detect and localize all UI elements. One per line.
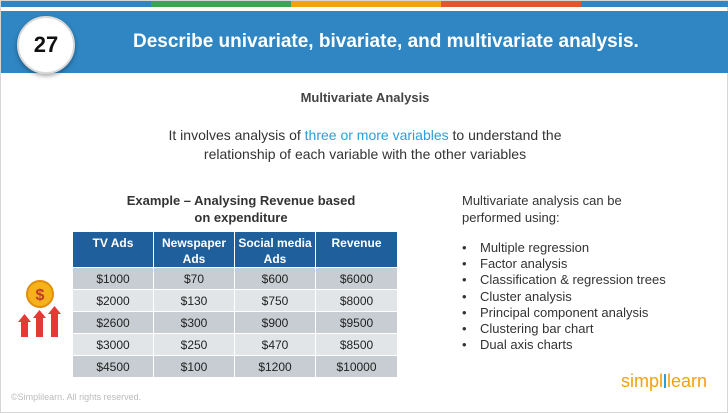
question-number-badge: 27: [17, 16, 75, 74]
slide-title: Describe univariate, bivariate, and mult…: [133, 31, 639, 52]
table-cell: $2000: [73, 289, 154, 311]
table-cell: $1000: [73, 267, 154, 289]
table-cell: $6000: [316, 267, 397, 289]
table-cell: $130: [154, 289, 235, 311]
table-cell: $900: [235, 311, 316, 333]
list-item: Classification & regression trees: [462, 272, 666, 288]
list-item: Factor analysis: [462, 256, 666, 272]
table-cell: $470: [235, 333, 316, 355]
intro-before: It involves analysis of: [168, 127, 305, 143]
intro-line-1: It involves analysis of three or more va…: [1, 126, 728, 145]
methods-intro-line-1: Multivariate analysis can be: [462, 193, 622, 208]
question-number: 27: [33, 32, 59, 57]
column-header: Newspaper Ads: [154, 232, 235, 267]
simplilearn-logo: simpl learn: [621, 371, 707, 392]
money-growth-icon: $: [18, 280, 61, 337]
section-title: Multivariate Analysis: [300, 90, 430, 105]
table-cell: $100: [154, 355, 235, 377]
column-header-line: Social media: [238, 236, 312, 250]
methods-intro-line-2: performed using:: [462, 210, 560, 225]
column-header: TV Ads: [73, 232, 154, 267]
column-header-line: Ads: [263, 252, 287, 266]
revenue-table: TV Ads Newspaper Ads Social media Ads Reve…: [73, 232, 397, 377]
column-header: Revenue: [316, 232, 397, 267]
top-color-strip: [1, 1, 728, 7]
methods-list: Multiple regression Factor analysis Clas…: [462, 240, 666, 353]
table-header-row: TV Ads Newspaper Ads Social media Ads Reve…: [73, 232, 397, 267]
table-cell: $1200: [235, 355, 316, 377]
table-row: $2600 $300 $900 $9500: [73, 311, 397, 333]
header-bar: [1, 11, 728, 73]
logo-right: learn: [667, 371, 708, 391]
logo-left: simpl: [621, 371, 664, 391]
table-cell: $3000: [73, 333, 154, 355]
intro-text: It involves analysis of three or more va…: [1, 126, 728, 164]
svg-text:$: $: [36, 287, 45, 304]
list-item: Principal component analysis: [462, 305, 666, 321]
column-header: Social media Ads: [235, 232, 316, 267]
column-header-line: TV Ads: [92, 236, 134, 250]
table-cell: $250: [154, 333, 235, 355]
table-cell: $8500: [316, 333, 397, 355]
intro-after: to understand the: [448, 127, 562, 143]
table-cell: $4500: [73, 355, 154, 377]
table-row: $1000 $70 $600 $6000: [73, 267, 397, 289]
list-item: Clustering bar chart: [462, 321, 666, 337]
table-row: $4500 $100 $1200 $10000: [73, 355, 397, 377]
list-item: Cluster analysis: [462, 289, 666, 305]
example-title-line-2: on expenditure: [194, 210, 288, 225]
column-header-line: Revenue: [331, 236, 382, 250]
table-cell: $9500: [316, 311, 397, 333]
example-title: Example – Analysing Revenue based on exp…: [96, 192, 386, 226]
list-item: Multiple regression: [462, 240, 666, 256]
list-item: Dual axis charts: [462, 337, 666, 353]
table-cell: $300: [154, 311, 235, 333]
copyright-text: ©Simplilearn. All rights reserved.: [11, 392, 142, 402]
intro-highlight: three or more variables: [304, 127, 449, 143]
table-cell: $750: [235, 289, 316, 311]
column-header-line: Ads: [182, 252, 206, 266]
column-header-line: Newspaper: [161, 236, 227, 250]
example-title-line-1: Example – Analysing Revenue based: [126, 193, 356, 208]
table-row: $2000 $130 $750 $8000: [73, 289, 397, 311]
intro-line-2: relationship of each variable with the o…: [203, 146, 527, 162]
methods-intro: Multivariate analysis can be performed u…: [462, 192, 702, 226]
table-cell: $8000: [316, 289, 397, 311]
table-cell: $600: [235, 267, 316, 289]
table-row: $3000 $250 $470 $8500: [73, 333, 397, 355]
table-cell: $10000: [316, 355, 397, 377]
logo-bar: [664, 374, 667, 388]
table-cell: $2600: [73, 311, 154, 333]
table-cell: $70: [154, 267, 235, 289]
